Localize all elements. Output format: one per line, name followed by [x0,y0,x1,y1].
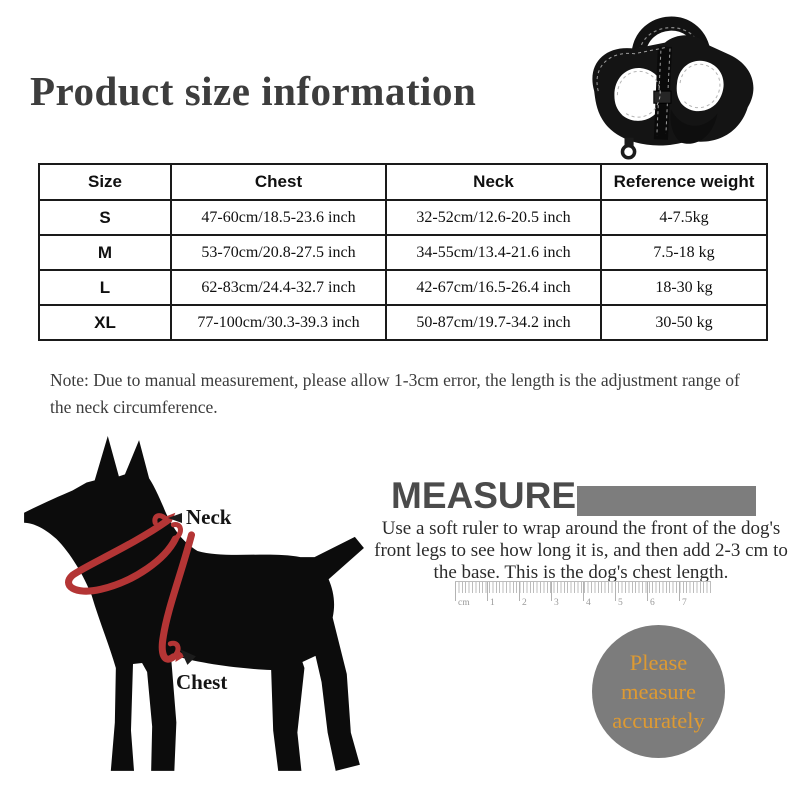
ruler-number: 7 [682,598,687,608]
header-size: Size [38,163,172,201]
cell-chest: 77-100cm/30.3-39.3 inch [170,304,387,341]
table-row-m: M 53-70cm/20.8-27.5 inch 34-55cm/13.4-21… [38,234,768,271]
cell-weight: 18-30 kg [600,269,768,306]
cell-weight: 4-7.5kg [600,199,768,236]
ruler-unit: cm [458,598,470,608]
measurement-note: Note: Due to manual measurement, please … [50,369,740,417]
cell-neck: 32-52cm/12.6-20.5 inch [385,199,602,236]
cell-neck: 34-55cm/13.4-21.6 inch [385,234,602,271]
size-table-header-row: Size Chest Neck Reference weight [38,163,768,201]
cell-weight: 7.5-18 kg [600,234,768,271]
dog-silhouette-diagram [24,436,364,771]
measure-heading-bar [577,486,756,516]
measure-instructions: Use a soft ruler to wrap around the fron… [374,518,788,584]
ruler-number: 1 [490,598,495,608]
dog-silhouette [24,436,364,771]
ruler-number: 6 [650,598,655,608]
dog-harness-image [592,16,754,160]
cell-chest: 47-60cm/18.5-23.6 inch [170,199,387,236]
measurement-lines [65,513,196,663]
header-chest: Chest [170,163,387,201]
ruler-scale-numbers: cm 1 2 3 4 5 6 7 [455,598,711,608]
measure-accurately-badge: Please measure accurately [592,625,725,758]
cell-chest: 53-70cm/20.8-27.5 inch [170,234,387,271]
chest-label: Chest [176,670,228,694]
table-row-xl: XL 77-100cm/30.3-39.3 inch 50-87cm/19.7-… [38,304,768,341]
page-title: Product size information [30,68,477,115]
header-reference-weight: Reference weight [600,163,768,201]
harness-illustration [592,16,754,160]
ruler-number: 2 [522,598,527,608]
badge-text: Please measure accurately [612,649,705,734]
cell-weight: 30-50 kg [600,304,768,341]
ruler-number: 5 [618,598,623,608]
ruler-illustration: cm 1 2 3 4 5 6 7 [455,581,713,611]
ruler-ticks [455,581,711,601]
size-table: Size Chest Neck Reference weight S 47-60… [38,163,768,341]
measure-heading: MEASURE [391,475,577,516]
cell-size: M [38,234,172,271]
header-neck: Neck [385,163,602,201]
ruler-number: 4 [586,598,591,608]
neck-label: Neck [186,505,232,529]
cell-neck: 42-67cm/16.5-26.4 inch [385,269,602,306]
table-row-l: L 62-83cm/24.4-32.7 inch 42-67cm/16.5-26… [38,269,768,306]
cell-size: L [38,269,172,306]
neck-arrow-icon [168,513,182,523]
cell-neck: 50-87cm/19.7-34.2 inch [385,304,602,341]
cell-chest: 62-83cm/24.4-32.7 inch [170,269,387,306]
ruler-number: 3 [554,598,559,608]
table-row-s: S 47-60cm/18.5-23.6 inch 32-52cm/12.6-20… [38,199,768,236]
cell-size: S [38,199,172,236]
cell-size: XL [38,304,172,341]
